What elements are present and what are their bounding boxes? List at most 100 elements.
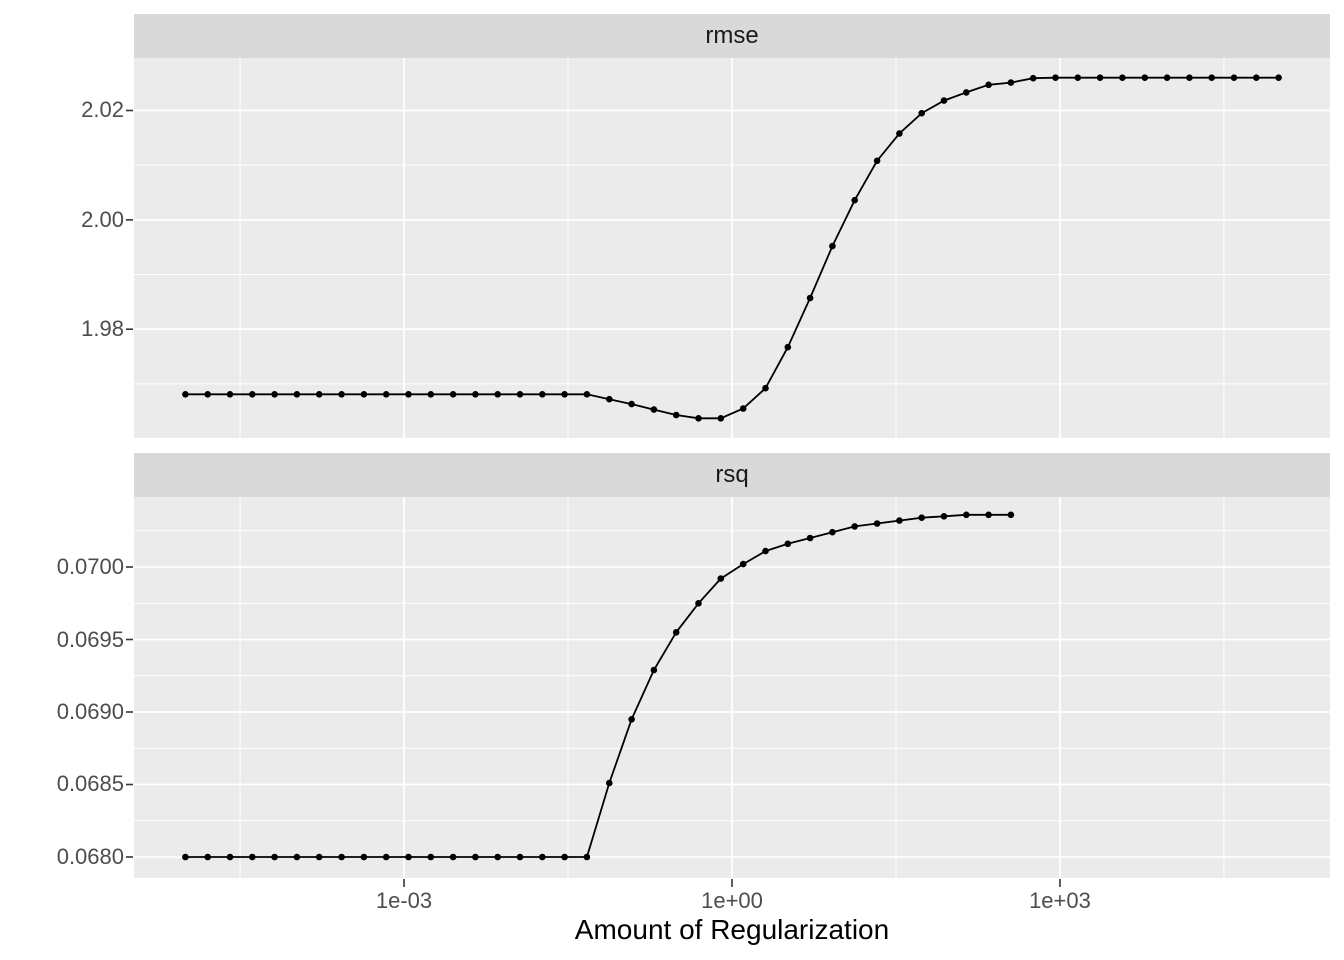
data-point: [1163, 74, 1171, 81]
x-axis-tick-label: 1e+03: [1029, 888, 1091, 913]
data-point: [672, 411, 680, 419]
data-point: [963, 511, 970, 519]
data-point: [918, 514, 925, 521]
data-point: [1007, 511, 1015, 519]
data-point: [1141, 74, 1149, 81]
data-point: [672, 629, 680, 636]
data-point: [561, 853, 568, 861]
data-point: [739, 405, 747, 412]
x-axis-tick-label: 1e-03: [375, 888, 433, 913]
series-line: [185, 513, 1011, 858]
data-point: [695, 415, 702, 422]
data-point: [226, 391, 234, 398]
data-point: [293, 853, 301, 861]
data-point: [851, 523, 858, 530]
data-point: [806, 294, 814, 302]
data-point: [360, 853, 368, 861]
data-point: [1186, 74, 1193, 81]
data-point: [405, 391, 412, 398]
y-axis-tick-label: 0.0695: [56, 626, 124, 652]
data-point: [963, 89, 970, 96]
data-point: [1253, 74, 1260, 81]
data-point: [516, 853, 524, 861]
y-axis-tick-label: 2.02: [81, 97, 124, 123]
data-point: [382, 853, 390, 861]
data-point: [249, 853, 256, 861]
data-point: [472, 391, 479, 398]
data-point: [873, 520, 881, 527]
data-point: [717, 575, 725, 582]
data-point: [762, 547, 769, 555]
data-point: [204, 391, 211, 398]
data-point: [472, 853, 479, 861]
data-point: [539, 391, 546, 398]
y-axis-tick-label: 0.0700: [56, 554, 124, 580]
data-point: [360, 391, 368, 398]
y-axis-tick-label: 2.00: [81, 206, 124, 232]
data-point: [1275, 74, 1282, 81]
data-point: [182, 391, 189, 398]
data-point: [449, 391, 457, 398]
data-point: [1052, 74, 1059, 81]
data-point: [1096, 74, 1104, 81]
data-point: [1007, 79, 1015, 86]
data-point: [1029, 74, 1037, 82]
data-point: [940, 97, 948, 104]
data-point: [784, 343, 792, 351]
data-point: [338, 853, 345, 861]
data-point: [182, 853, 189, 861]
series-line: [185, 76, 1279, 420]
data-point: [606, 395, 613, 403]
x-axis-tick-label: 1e+00: [701, 888, 763, 913]
data-point: [806, 534, 814, 542]
facet-strip-label: rmse: [705, 22, 759, 49]
data-point: [293, 391, 301, 398]
data-point: [606, 779, 613, 787]
data-point: [650, 666, 658, 674]
data-point: [717, 415, 725, 422]
data-point: [873, 157, 881, 165]
data-point: [315, 391, 323, 398]
data-point: [382, 391, 390, 398]
data-point: [940, 513, 948, 520]
facet-panel-rmse: [126, 58, 1330, 438]
data-point: [628, 716, 635, 723]
data-point: [204, 853, 211, 861]
data-point: [650, 406, 658, 413]
data-point: [583, 853, 591, 861]
data-point: [583, 391, 591, 398]
data-point: [539, 853, 546, 861]
data-point: [896, 517, 903, 524]
data-point: [851, 196, 858, 204]
data-point: [784, 540, 792, 548]
data-point: [762, 384, 769, 392]
data-point: [829, 242, 836, 250]
data-point: [405, 853, 412, 861]
facet-strip-rsq: rsq: [134, 453, 1330, 497]
data-point: [315, 853, 323, 861]
y-axis-tick-label: 0.0685: [56, 771, 124, 797]
data-point: [628, 400, 635, 408]
data-point: [427, 391, 435, 398]
data-point: [516, 391, 524, 398]
data-point: [739, 560, 747, 568]
y-axis-tick-label: 0.0680: [56, 843, 124, 869]
data-point: [494, 391, 502, 398]
data-point: [249, 391, 256, 398]
facet-panel-rsq: [126, 497, 1330, 887]
data-point: [226, 853, 234, 861]
data-point: [271, 391, 278, 398]
data-point: [561, 391, 568, 398]
data-point: [338, 391, 345, 398]
y-axis-tick-label: 0.0690: [56, 699, 124, 724]
data-point: [449, 853, 457, 861]
data-point: [985, 511, 992, 519]
data-point: [829, 528, 836, 536]
x-axis-title: Amount of Regularization: [574, 914, 890, 945]
facet-strip-label: rsq: [715, 461, 749, 488]
data-point: [1074, 74, 1082, 81]
data-point: [985, 81, 992, 89]
data-point: [1230, 74, 1238, 81]
